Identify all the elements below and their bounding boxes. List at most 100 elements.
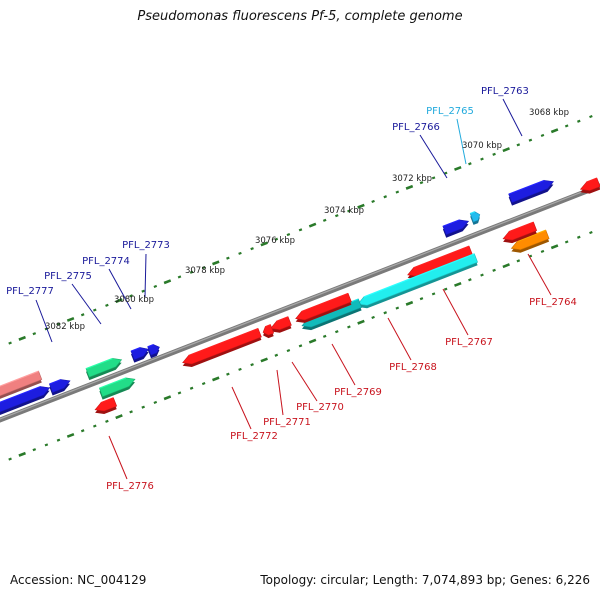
genome-title: Pseudomonas fluorescens Pf-5, complete g… [137, 9, 463, 24]
gene-arrow-highlight [363, 253, 475, 298]
callout-pfl-2774: PFL_2774 [82, 256, 132, 310]
gene-label[interactable]: PFL_2766 [392, 122, 440, 133]
ruler-major-tick [163, 279, 172, 285]
ruler-major-tick [308, 222, 317, 228]
ruler-major-tick [454, 165, 462, 171]
ruler-major-tick [18, 451, 26, 457]
ruler-major-tick [357, 203, 365, 209]
callout-pfl-2770: PFL_2770 [291, 361, 344, 413]
ruler-minor-tick [141, 405, 146, 409]
gene-reverse-gene-pink[interactable] [0, 370, 43, 399]
ruler-minor-tick [32, 448, 37, 452]
ruler-major-tick [405, 184, 414, 190]
ruler-minor-tick [395, 190, 400, 194]
gene-features [0, 177, 600, 417]
gene-label[interactable]: PFL_2767 [445, 337, 493, 348]
gene-pfl-2763[interactable] [508, 179, 554, 206]
callout-pfl-2765: PFL_2765 [426, 106, 474, 165]
gene-label[interactable]: PFL_2763 [481, 86, 529, 97]
ruler-major-tick [502, 147, 510, 153]
callout-leader-line [419, 134, 448, 179]
gene-pfl-2773[interactable] [147, 344, 160, 359]
ruler-minor-tick [56, 438, 61, 442]
gene-label[interactable]: PFL_2764 [529, 297, 577, 308]
ruler-major-tick [260, 241, 268, 247]
gene-pfl-2776[interactable] [94, 397, 118, 414]
ruler-major-tick [308, 338, 317, 344]
gene-arrow-highlight [442, 219, 460, 227]
ruler-label: 3080 kbp [114, 295, 154, 305]
ruler-minor-tick [322, 218, 327, 222]
gene-arrow-highlight [99, 377, 127, 389]
gene-pfl-2771[interactable] [270, 316, 292, 333]
ruler-major-tick [66, 432, 75, 438]
ruler-minor-tick [468, 278, 472, 282]
ruler-label: 3068 kbp [529, 108, 569, 118]
gene-pfl-2774[interactable] [130, 347, 150, 363]
gene-label[interactable]: PFL_2777 [6, 286, 54, 297]
gene-arrow-body [357, 253, 478, 306]
ruler-minor-tick [371, 199, 375, 204]
ruler-minor-tick [540, 249, 545, 254]
gene-label[interactable]: PFL_2771 [263, 417, 311, 428]
gene-label[interactable]: PFL_2772 [230, 431, 278, 442]
gene-label[interactable]: PFL_2765 [426, 106, 474, 117]
ruler-major-tick [260, 357, 268, 363]
gene-pfl-2777[interactable] [49, 379, 71, 396]
gene-pfl-2777[interactable] [0, 385, 51, 417]
ruler-minor-tick [383, 311, 388, 315]
ruler-label: 3076 kbp [255, 236, 295, 246]
ruler-major-tick [115, 298, 123, 304]
callout-leader-line [231, 386, 252, 430]
ruler-minor-tick [395, 306, 400, 310]
ruler-minor-tick [347, 325, 351, 329]
callout-leader-line [502, 98, 523, 137]
ruler-major-tick [550, 244, 559, 250]
ruler-minor-tick [576, 235, 581, 239]
ruler-minor-tick [238, 367, 242, 371]
gene-arrow-highlight [85, 357, 113, 370]
gene-reverse-gene-upper-right[interactable] [579, 177, 600, 194]
genome-summary-text: Topology: circular; Length: 7,074,893 bp… [260, 573, 590, 587]
ruler-minor-tick [153, 284, 158, 289]
ruler-minor-tick [322, 334, 327, 338]
gene-pfl-2765[interactable] [469, 211, 481, 225]
gene-label[interactable]: PFL_2769 [334, 387, 382, 398]
gene-pfl-2772[interactable] [182, 327, 262, 368]
ruler-label: 3074 kbp [324, 206, 364, 216]
ruler-minor-tick [468, 162, 472, 166]
gene-label[interactable]: PFL_2770 [296, 402, 344, 413]
gene-pfl-2775[interactable] [99, 377, 136, 400]
gene-label[interactable]: PFL_2768 [389, 362, 437, 373]
gene-pfl-2766[interactable] [442, 219, 470, 238]
gene-arrow-highlight [188, 327, 259, 357]
gene-pfl-2768[interactable] [357, 253, 478, 309]
gene-arrow-highlight [276, 316, 289, 322]
ruler-minor-tick [250, 247, 254, 251]
inner-ruler-track [8, 230, 593, 461]
ruler-minor-tick [201, 265, 206, 270]
callout-leader-line [331, 343, 356, 386]
ruler-minor-tick [419, 297, 424, 301]
gene-pfl-2767[interactable] [407, 245, 473, 280]
ruler-minor-tick [431, 292, 436, 296]
gene-label[interactable]: PFL_2774 [82, 256, 130, 267]
ruler-minor-tick [274, 237, 279, 241]
callout-leader-line [35, 299, 53, 343]
ruler-major-tick [163, 395, 172, 401]
ruler-minor-tick [129, 294, 133, 298]
ruler-minor-tick [189, 386, 194, 390]
gene-reverse-gene-upper-right[interactable] [502, 221, 538, 244]
ruler-minor-tick [334, 214, 339, 218]
gene-pfl-2771[interactable] [262, 324, 275, 339]
ruler-minor-tick [492, 268, 496, 272]
gene-label[interactable]: PFL_2775 [44, 271, 92, 282]
ruler-major-tick [405, 300, 414, 306]
gene-pfl-2770[interactable] [295, 292, 352, 323]
gene-pfl-2775[interactable] [85, 357, 123, 381]
ruler-minor-tick [383, 195, 388, 199]
gene-arrow-highlight [49, 379, 62, 385]
gene-label[interactable]: PFL_2773 [122, 240, 170, 251]
gene-pfl-2764[interactable] [510, 229, 550, 253]
gene-label[interactable]: PFL_2776 [106, 481, 154, 492]
